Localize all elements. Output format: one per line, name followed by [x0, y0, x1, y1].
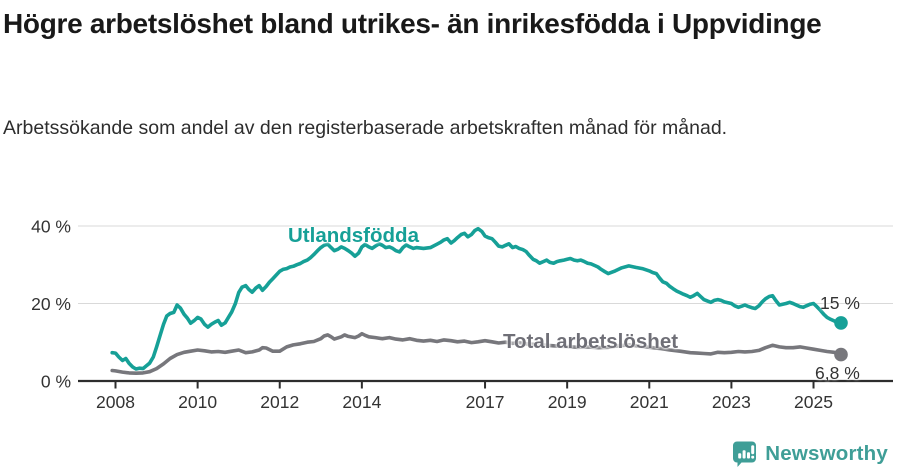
svg-text:2023: 2023 [712, 392, 751, 412]
svg-text:2017: 2017 [466, 392, 505, 412]
end-value-utlandsfodda: 15 % [820, 293, 860, 313]
chart-subtitle: Arbetssökande som andel av den registerb… [3, 117, 728, 139]
svg-text:2019: 2019 [548, 392, 587, 412]
svg-text:2012: 2012 [260, 392, 299, 412]
svg-text:2010: 2010 [178, 392, 217, 412]
end-value-total: 6,8 % [815, 363, 860, 383]
svg-text:20 %: 20 % [31, 294, 71, 314]
series-label-total: Total arbetslöshet [503, 330, 679, 353]
svg-text:2008: 2008 [96, 392, 135, 412]
bar-chart-speech-bubble-icon [731, 440, 758, 467]
svg-text:0 %: 0 % [41, 372, 71, 392]
newsworthy-logo: Newsworthy [731, 440, 888, 467]
svg-text:40 %: 40 % [31, 216, 71, 236]
page-title: Högre arbetslöshet bland utrikes- än inr… [3, 8, 822, 39]
series-label-utlandsfodda: Utlandsfödda [288, 224, 419, 247]
brand-name: Newsworthy [765, 441, 888, 465]
svg-text:2014: 2014 [342, 392, 381, 412]
svg-text:2021: 2021 [630, 392, 669, 412]
svg-text:2025: 2025 [794, 392, 833, 412]
